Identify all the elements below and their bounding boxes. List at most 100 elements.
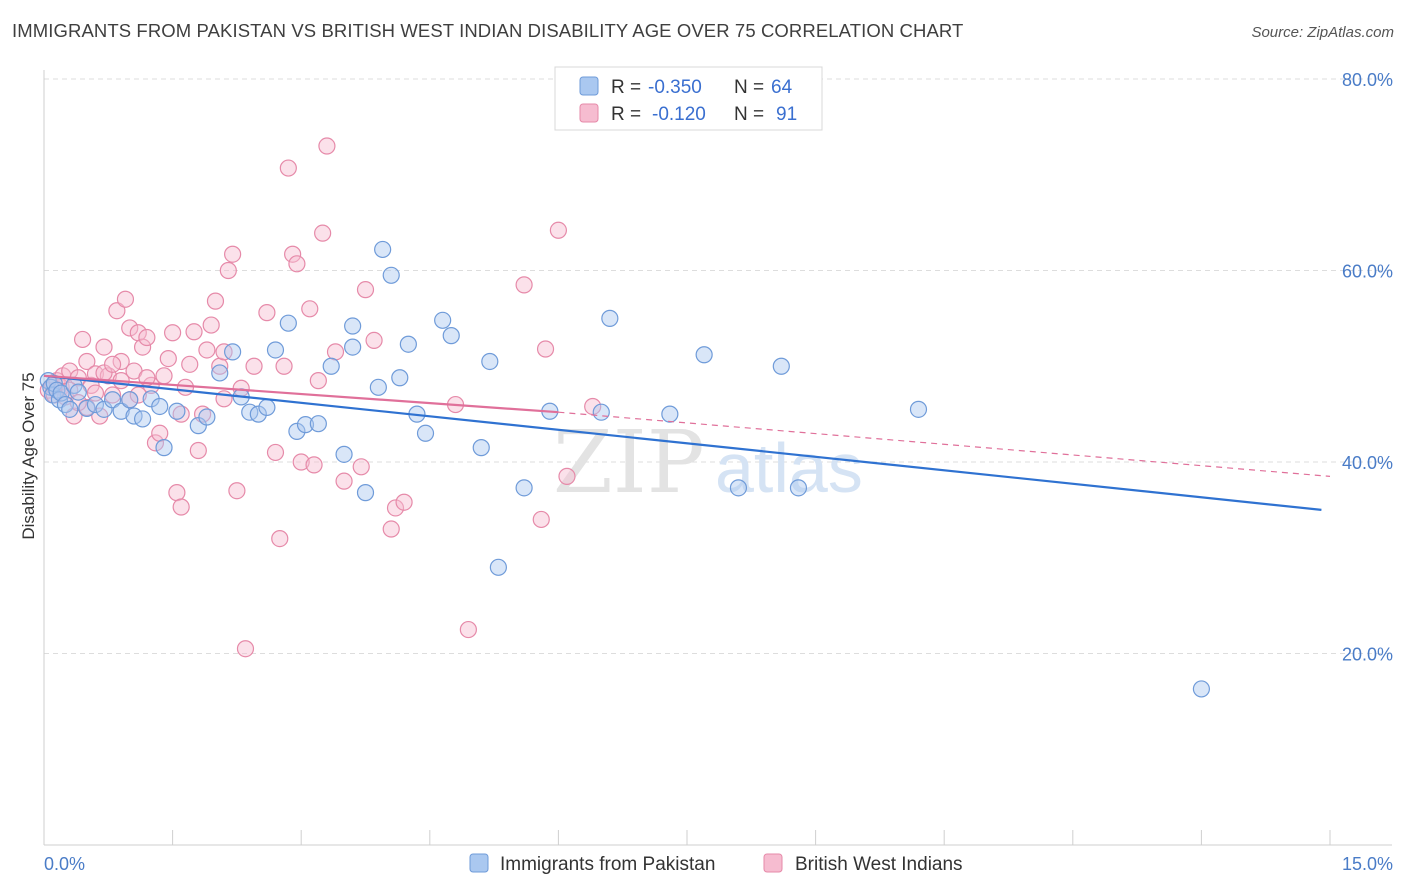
data-point [69,383,87,401]
legend-n-label-2: N = [734,104,764,125]
data-point [73,330,92,349]
data-point [344,317,362,335]
data-point [1192,680,1211,698]
data-point [305,456,323,474]
data-point [399,335,417,353]
data-point [481,352,499,371]
data-point [322,357,340,375]
data-point [172,498,190,516]
data-point [146,434,165,452]
data-point [266,341,285,359]
watermark-zip: ZIP [553,413,705,513]
data-point [296,416,315,434]
data-point [95,338,113,356]
y-tick-label: 60.0% [1342,262,1393,282]
legend-r-value-1: -0.350 [648,77,702,98]
data-point [138,328,156,347]
data-point [382,520,400,538]
data-point [211,364,229,382]
data-point [224,245,242,263]
data-point [909,400,928,418]
data-point [103,386,122,404]
data-point [729,479,748,497]
axes [43,70,1392,846]
y-tick-label: 80.0% [1342,70,1393,90]
legend-r-label-2: R = [611,104,641,125]
bottom-legend-label-pink: British West Indians [795,854,963,875]
y-tick-label: 40.0% [1342,453,1393,473]
data-point [661,405,679,423]
chart-source: Source: ZipAtlas.com [1251,24,1394,41]
legend-r-label-1: R = [611,77,641,98]
data-point [155,439,173,457]
chart-title: IMMIGRANTS FROM PAKISTAN VS BRITISH WEST… [12,20,964,41]
data-point [129,386,147,404]
data-point [224,343,242,361]
legend-n-value-2: 91 [776,104,797,125]
data-point [532,510,550,529]
x-tick-label: 0.0% [44,854,85,874]
data-point [258,304,276,322]
y-tick-label: 20.0% [1342,645,1393,665]
data-point [292,453,310,471]
data-point [558,467,576,485]
data-point [314,224,332,242]
data-point [288,255,306,273]
data-point [168,484,186,502]
legend-n-value-1: 64 [771,77,793,98]
data-point [198,408,216,426]
data-point [309,372,327,390]
y-axis-title: Disability Age Over 75 [19,372,38,539]
data-point [772,357,790,375]
legend-swatch-blue [579,76,599,96]
data-point [185,323,203,341]
data-point [318,137,336,155]
data-point [155,367,173,385]
data-point [168,402,186,420]
data-point [326,343,345,361]
data-point [266,443,285,462]
data-point [249,405,267,423]
data-point [344,338,362,356]
data-point [271,529,289,548]
data-point [151,424,169,442]
legend-box: R = -0.350 N = 64 R = -0.120 N = 91 [554,66,823,131]
data-point [133,410,152,428]
data-point [472,439,490,457]
data-point [103,391,122,409]
series-immigrants-from-pakistan [39,240,1211,698]
x-ticks: 0.0% 15.0% [43,830,1393,874]
data-point [121,391,139,409]
data-point [95,400,113,418]
data-point [382,266,400,284]
data-point [181,355,199,373]
data-point [202,316,220,334]
data-point [356,484,375,502]
data-point [365,331,383,349]
data-point [601,309,619,327]
legend-swatch-pink [579,103,599,123]
data-point [198,341,216,359]
bottom-legend-swatch-blue [469,853,489,873]
data-point [515,479,533,497]
data-point [489,558,507,576]
data-point [789,479,808,497]
data-point [395,493,413,511]
data-point [284,245,302,263]
data-point [288,422,306,440]
data-point [386,499,405,517]
data-point [352,458,370,476]
data-point [275,357,293,375]
data-point [335,445,353,463]
data-point [258,398,276,417]
data-point [228,482,246,500]
x-tick-label: 15.0% [1342,854,1393,874]
data-point [356,281,375,299]
data-point [374,240,392,259]
data-point [515,276,533,294]
watermark: ZIP atlas [553,413,863,513]
data-point [219,261,237,280]
data-point [112,402,130,420]
data-point [189,441,207,460]
